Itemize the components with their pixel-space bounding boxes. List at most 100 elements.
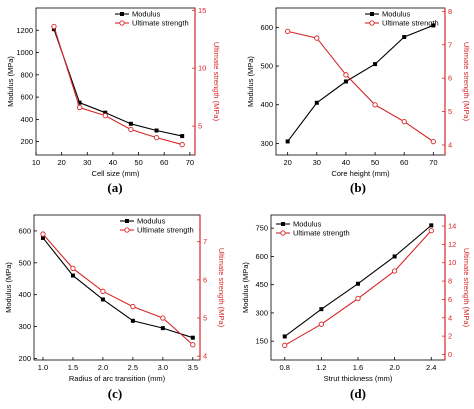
x-tick-label: 30 [313,158,321,167]
y-tick-label: 300 [260,139,273,148]
data-point-strength [160,315,166,321]
y-right-tick-label: 12 [448,240,456,249]
y-tick-label: 200 [20,137,33,146]
x-tick-label: 50 [371,158,379,167]
y-tick-label: 300 [255,308,268,317]
legend-marker [119,20,125,26]
x-tick-label: 2.5 [128,363,138,372]
y-right-tick-label: 7 [448,40,452,49]
data-point-modulus [373,62,378,67]
y-tick-label: 500 [18,258,31,267]
data-point-modulus [356,281,360,286]
y-right-tick-label: 8 [448,7,452,16]
x-tick-label: 1.6 [353,363,363,372]
y-right-tick-label: 4 [448,313,452,322]
y-tick-label: 1200 [16,26,33,35]
x-tick-label: 60 [400,158,408,167]
y-tick-label: 800 [20,70,33,79]
series-line-strength [42,233,194,346]
data-point-modulus [282,334,287,339]
legend-marker [125,219,129,223]
legend-marker [280,230,286,236]
y-right-axis-label: Ultimate strength (MPa) [462,248,471,328]
x-tick-label: 20 [57,158,65,167]
data-point-modulus [70,273,75,278]
data-point-strength [314,35,320,41]
panel-label: (d) [350,386,366,401]
data-point-modulus [180,134,185,139]
data-point-strength [40,231,46,237]
y-right-tick-label: 4 [203,352,207,361]
data-point-modulus [402,35,407,40]
x-axis-label: Radius of arc transition (mm) [69,374,166,383]
y-tick-label: 400 [260,100,273,109]
data-point-modulus [100,297,105,302]
y-tick-label: 450 [255,280,268,289]
data-point-modulus [103,110,108,115]
plot-frame [275,7,446,156]
y-right-tick-label: 15 [198,6,206,15]
data-point-modulus [319,307,324,312]
y-tick-label: 400 [20,115,33,124]
plot-frame [35,7,196,156]
data-point-strength [428,227,434,234]
series-line-modulus [42,237,193,339]
y-right-tick-label: 6 [448,74,452,83]
y-right-tick-label: 5 [198,122,202,131]
y-axis-label: Modulus (MPa) [4,262,13,313]
legend-label: Ultimate strength [137,226,194,235]
y-tick-label: 200 [18,354,31,363]
data-point-strength [282,342,288,348]
y-right-tick-label: 8 [448,277,452,286]
legend-label: Modulus [137,217,166,226]
y-right-tick-label: 6 [203,275,207,284]
chart-panel-2: 20 30 40 50 60 70 300 400 500 600 4 5 6 7 8 Core height… [246,7,471,195]
y-tick-label: 600 [18,226,31,235]
legend-label: Ultimate strength [382,19,439,28]
x-tick-label: 50 [134,158,142,167]
data-point-strength [76,104,83,111]
data-point-strength [128,126,134,133]
x-axis-label: Strut thickness (mm) [324,374,393,383]
data-point-modulus [154,128,159,133]
data-point-strength [130,303,136,310]
x-tick-label: 2.0 [389,363,399,372]
series-line-strength [53,26,183,146]
data-point-modulus [343,79,348,84]
y-tick-label: 600 [255,252,268,261]
panel-label: (a) [107,180,122,195]
x-tick-label: 2.4 [426,363,436,372]
data-point-strength [285,28,291,35]
data-point-modulus [285,139,290,144]
data-point-strength [179,141,185,148]
data-point-strength [100,288,106,294]
series-line-strength [284,230,432,346]
y-right-tick-label: 4 [448,140,452,149]
data-point-strength [51,23,57,30]
y-right-tick-label: 6 [448,295,452,304]
data-point-strength [190,342,196,348]
y-right-tick-label: 14 [448,222,456,231]
series-line-modulus [287,24,434,142]
x-tick-label: 40 [342,158,350,167]
panel-label: (b) [350,180,366,195]
series-line-strength [287,30,434,143]
chart-panel-4: 0.8 1.2 1.6 2.0 2.4 150 300 450 600 750 0 2 4 6 8 10 12 1… [241,214,471,401]
y-tick-label: 1000 [16,48,33,57]
x-tick-label: 20 [283,158,291,167]
legend-label: Modulus [132,10,161,19]
x-tick-label: 30 [83,158,91,167]
y-tick-label: 400 [18,290,31,299]
y-tick-label: 300 [18,322,31,331]
data-point-strength [343,72,349,78]
y-right-tick-label: 0 [448,350,452,359]
panel-label: (c) [108,386,122,401]
y-right-axis-label: Ultimate strength (MPa) [462,42,471,122]
x-tick-label: 1.2 [316,363,326,372]
y-tick-label: 600 [260,23,273,32]
series-line-modulus [53,28,183,137]
y-right-tick-label: 7 [203,237,207,246]
y-right-tick-label: 2 [448,332,452,341]
y-tick-label: 750 [255,224,268,233]
data-point-strength [372,102,378,108]
